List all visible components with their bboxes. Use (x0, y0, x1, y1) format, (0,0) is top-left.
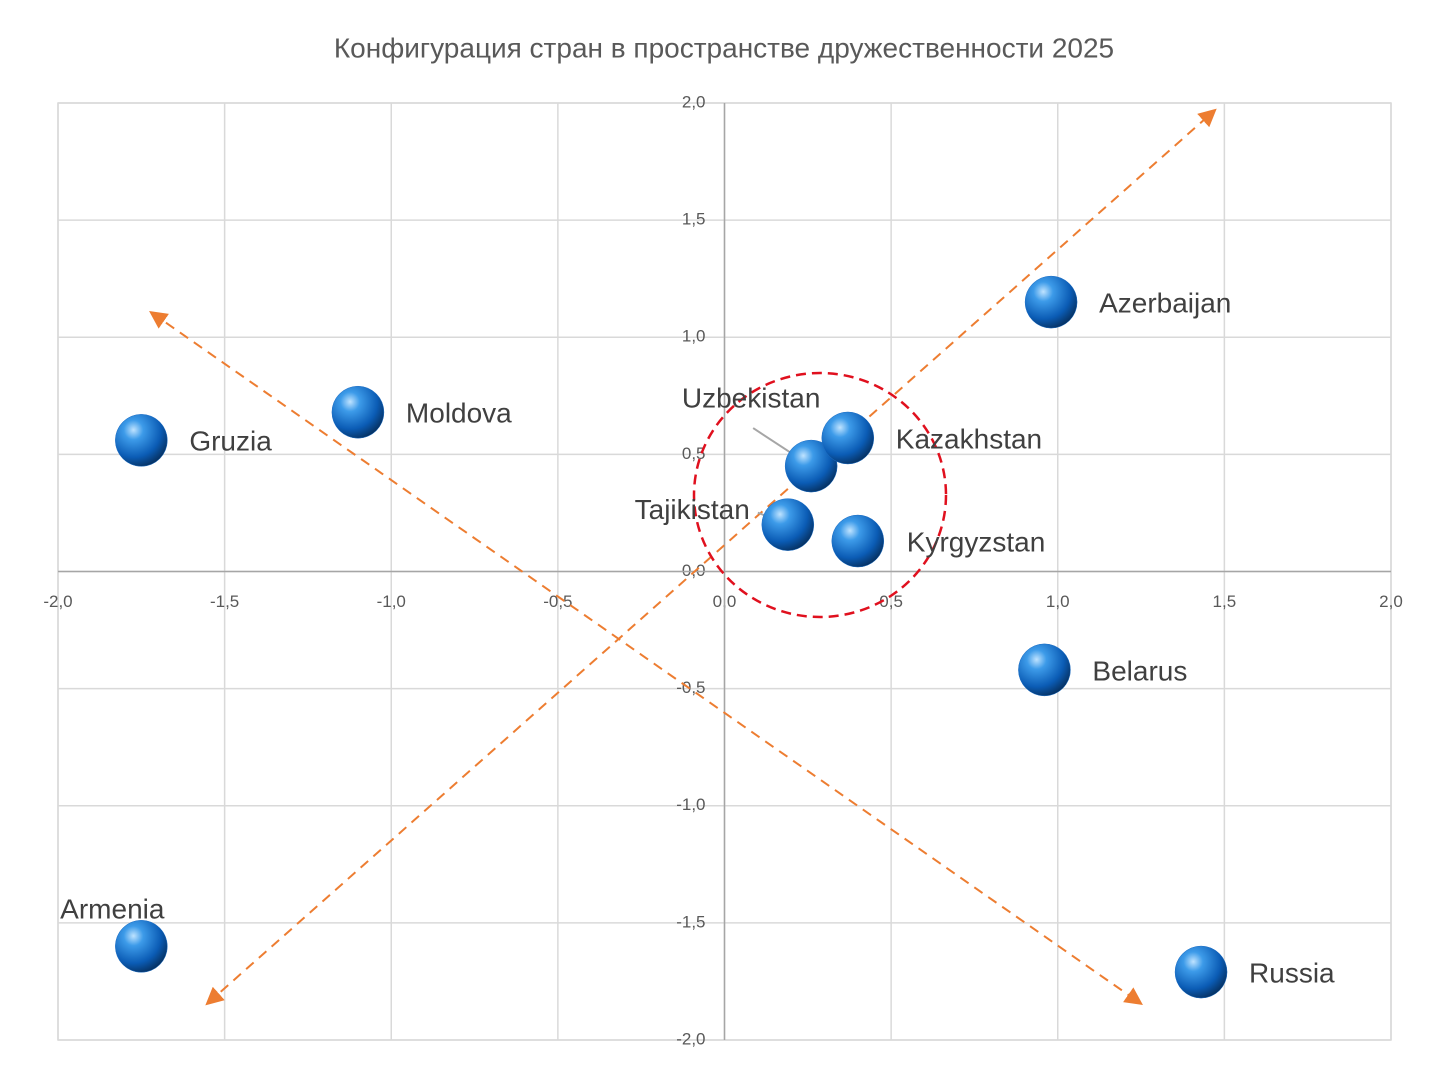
point (1024, 275, 1078, 329)
point (821, 411, 875, 465)
point-label: Kazakhstan (896, 423, 1042, 454)
chart-title: Конфигурация стран в пространстве дружес… (334, 32, 1114, 63)
y-tick-label: 1,0 (682, 327, 706, 346)
x-tick-label: -2,0 (43, 592, 72, 611)
trend-arrow (149, 310, 1143, 1006)
y-tick-label: -2,0 (676, 1029, 705, 1048)
point (831, 514, 885, 568)
point (761, 498, 815, 551)
point-label: Azerbaijan (1099, 288, 1231, 319)
point-label: Uzbekistan (682, 382, 821, 413)
x-tick-label: -1,0 (377, 592, 406, 611)
x-tick-label: 2,0 (1379, 592, 1403, 611)
point (331, 385, 385, 439)
points: Gruzia Moldova Azerbaijan Uzbekistan Kazakhs… (60, 275, 1335, 999)
point-label: Armenia (60, 894, 165, 925)
point (784, 439, 838, 493)
point-label: Gruzia (189, 426, 272, 457)
y-tick-label: -1,5 (676, 912, 705, 931)
cluster-circle (692, 371, 948, 619)
x-tick-label: -1,5 (210, 592, 239, 611)
point (1174, 945, 1228, 999)
point-label: Moldova (406, 398, 512, 429)
grid: -2,0 -1,5 -1,0 -0,5 0,0 0,5 1,0 1,5 2,0-2,0-1,5-… (43, 92, 1402, 1048)
point (1018, 643, 1071, 697)
x-tick-label: 1,5 (1213, 592, 1237, 611)
y-tick-label: 0,0 (682, 561, 706, 580)
x-tick-label: 1,0 (1046, 592, 1070, 611)
point (115, 414, 168, 467)
y-tick-label: 2,0 (682, 92, 706, 111)
point-label: Kyrgyzstan (907, 526, 1046, 557)
point-label: Tajikistan (635, 494, 750, 525)
y-tick-label: -0,5 (676, 678, 705, 697)
y-tick-label: -1,0 (676, 795, 705, 814)
point (115, 920, 168, 973)
point-label: Russia (1249, 957, 1335, 988)
point-label: Belarus (1092, 655, 1187, 686)
x-tick-label: -0,5 (543, 592, 572, 611)
y-tick-label: 1,5 (682, 210, 706, 229)
